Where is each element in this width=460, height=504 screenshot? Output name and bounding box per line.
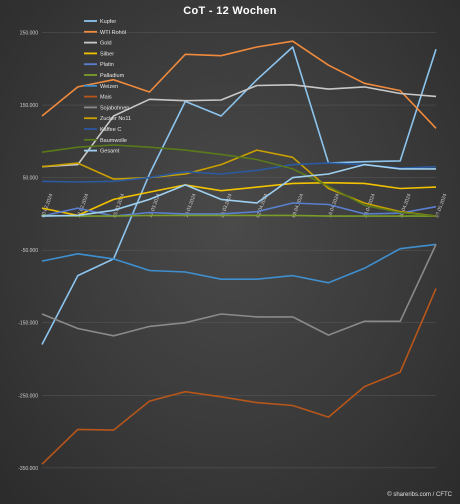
legend-item: Mais bbox=[84, 95, 112, 101]
legend-item: Gesamt bbox=[84, 149, 120, 155]
legend-label: Palladium bbox=[100, 73, 125, 79]
series-lines bbox=[41, 40, 437, 465]
x-tick-label: 07.05.2024 bbox=[434, 193, 448, 219]
y-tick-label: 250.000 bbox=[20, 31, 38, 37]
series-line-gold bbox=[41, 84, 437, 168]
legend-item: Sojabohnen bbox=[84, 105, 129, 111]
legend-item: Weizen bbox=[84, 84, 118, 90]
series-line-kupfer bbox=[41, 46, 437, 345]
legend-item: Baumwolle bbox=[84, 138, 127, 144]
source-credit: © shareribs.com / CFTC bbox=[387, 491, 452, 498]
series-line-wti-roh-l bbox=[41, 40, 437, 129]
chart-title: CoT - 12 Wochen bbox=[183, 5, 277, 17]
legend-item: Zucker No11 bbox=[84, 116, 131, 122]
legend-label: Baumwolle bbox=[100, 138, 127, 144]
y-tick-label: 150.000 bbox=[20, 103, 38, 109]
legend-item: Gold bbox=[84, 41, 112, 47]
legend-item: WTI Rohöl bbox=[84, 30, 126, 36]
series-line-weizen bbox=[41, 243, 437, 284]
legend-item: Palladium bbox=[84, 73, 125, 79]
legend-label: Platin bbox=[100, 62, 114, 68]
series-line-platin bbox=[41, 202, 437, 217]
legend-label: Silber bbox=[100, 51, 114, 57]
legend-label: Weizen bbox=[100, 84, 118, 90]
series-line-sojabohnen bbox=[41, 244, 437, 337]
legend-label: Gold bbox=[100, 41, 112, 47]
series-line-mais bbox=[41, 288, 437, 465]
legend-item: Silber bbox=[84, 51, 114, 57]
y-tick-label: 50.000 bbox=[23, 176, 39, 182]
legend-item: Kaffee C bbox=[84, 127, 121, 133]
x-tick-label: 30.04.2024 bbox=[398, 193, 412, 219]
legend-label: Mais bbox=[100, 95, 112, 101]
legend-label: WTI Rohöl bbox=[100, 30, 126, 36]
legend-label: Kaffee C bbox=[100, 127, 121, 133]
y-axis-ticks: 250.000 150.000 50.000 -50.000 -150.000 -250.… bbox=[18, 31, 38, 472]
legend-item: Platin bbox=[84, 62, 114, 68]
y-tick-label: -350.000 bbox=[18, 466, 38, 472]
series-line-baumwolle bbox=[41, 144, 437, 217]
series-line-palladium bbox=[41, 214, 436, 217]
y-tick-label: -50.000 bbox=[21, 248, 38, 254]
legend: Kupfer WTI Rohöl Gold Silber Platin Palladium… bbox=[84, 19, 131, 155]
legend-label: Sojabohnen bbox=[100, 105, 129, 111]
grid bbox=[42, 32, 436, 469]
legend-item: Kupfer bbox=[84, 19, 116, 25]
legend-label: Zucker No11 bbox=[100, 116, 131, 122]
y-tick-label: -250.000 bbox=[18, 393, 38, 399]
series-line-zucker-no11 bbox=[41, 149, 437, 217]
legend-label: Kupfer bbox=[100, 19, 116, 25]
legend-label: Gesamt bbox=[100, 149, 120, 155]
y-tick-label: -150.000 bbox=[18, 321, 38, 327]
series-line-gesamt bbox=[41, 163, 436, 217]
series-line-silber bbox=[41, 181, 437, 217]
